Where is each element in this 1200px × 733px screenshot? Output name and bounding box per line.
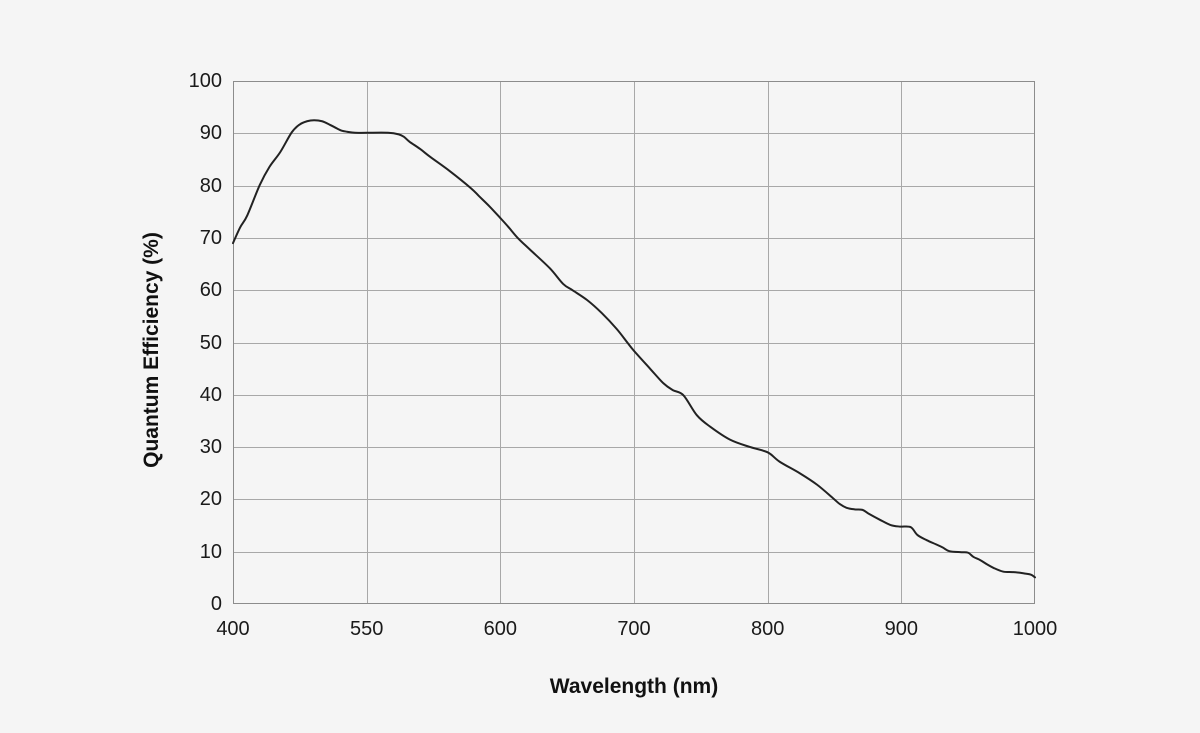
qe-curve-svg	[232, 81, 1036, 604]
x-tick-label: 700	[617, 618, 651, 640]
y-tick-label: 50	[199, 331, 222, 354]
y-tick-label: 100	[188, 70, 222, 92]
x-tick-label: 600	[483, 618, 518, 640]
y-tick-label: 20	[199, 488, 222, 511]
plot-area	[232, 81, 1036, 604]
y-tick-label: 10	[199, 540, 222, 563]
x-tick-label: 550	[349, 618, 384, 640]
x-axis-title: Wavelength (nm)	[549, 675, 719, 698]
x-tick-label: 900	[884, 618, 919, 640]
qe-curve	[232, 119, 1036, 579]
y-tick-label: 30	[199, 436, 222, 459]
y-tick-label: 60	[199, 279, 222, 302]
y-tick-label: 70	[199, 226, 222, 249]
y-axis-title: Quantum Efficiency (%)	[140, 232, 163, 468]
plot-border	[233, 81, 1035, 604]
y-tick-label: 90	[199, 122, 222, 145]
y-tick-label: 40	[199, 383, 222, 406]
y-tick-label: 80	[199, 174, 222, 197]
y-tick-label: 0	[210, 593, 222, 615]
x-tick-label: 400	[216, 618, 250, 640]
x-tick-label: 800	[750, 618, 785, 640]
x-tick-label: 1000	[1012, 618, 1058, 640]
